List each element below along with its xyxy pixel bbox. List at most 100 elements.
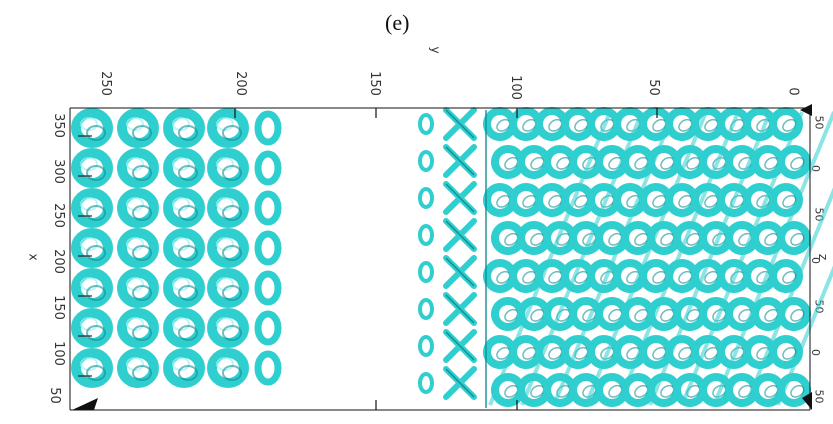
vortex-ring [621, 297, 655, 331]
vortex-ring [418, 372, 434, 394]
vortex-ring [254, 230, 282, 266]
vortex-shadow [86, 205, 106, 221]
diagonal-tube [488, 111, 612, 406]
diagonal-tube [776, 265, 833, 406]
vortex-shadow [178, 205, 198, 221]
vortex-ring [587, 335, 621, 369]
vortex-shadow [132, 325, 152, 341]
vortex-shadow [782, 118, 797, 132]
vortex-shadow [634, 156, 649, 170]
vortex-shadow [504, 232, 519, 246]
vortex-cross-shadow [445, 368, 475, 398]
vortex-shadow [132, 205, 152, 221]
vortex-shadow [678, 270, 693, 284]
vortex-ring [418, 335, 434, 357]
vortex-ring [751, 221, 785, 255]
vortex-ring [569, 144, 603, 179]
vortex-ring [717, 335, 751, 369]
vortex-ring [639, 335, 673, 369]
vortex-ring [587, 259, 621, 293]
vortex-ring [254, 350, 282, 386]
vortex-ring [483, 259, 517, 293]
vortex-ring [117, 188, 159, 228]
vortex-shadow [178, 245, 198, 261]
vortex-cross-shadow [445, 331, 475, 361]
vortex-shadow [178, 365, 198, 381]
vortex-ring [418, 261, 434, 283]
vortex-ring [509, 259, 543, 293]
vortex-ring [163, 308, 205, 348]
vortex-ring [71, 268, 113, 308]
vortex-shadow [660, 156, 675, 170]
middle-vortex-column [418, 107, 477, 400]
vortex-ring [207, 108, 249, 148]
vortex-ring [699, 221, 733, 255]
vortex-ring [673, 145, 707, 179]
vortex-ring [561, 182, 595, 217]
vortex-cross-shadow [445, 257, 475, 287]
vortex-shadow [132, 245, 152, 261]
vortex-ring [71, 188, 113, 228]
vortex-shadow [556, 156, 571, 170]
vortex-shadow [222, 325, 242, 341]
vortex-shadow [222, 245, 242, 261]
vortex-shadow [652, 194, 667, 208]
vortex-shadow [178, 285, 198, 301]
right-vortex-lattice [483, 107, 833, 408]
vortex-shadow [222, 125, 242, 141]
vortex-ring [509, 182, 543, 217]
vortex-shadow [496, 270, 511, 284]
vortex-ring [587, 107, 621, 141]
vortex-ring [71, 308, 113, 348]
vortex-ring [543, 373, 577, 407]
diagonal-tube [648, 111, 772, 406]
vortex-shadow [678, 194, 693, 208]
vortex-ring [418, 113, 434, 135]
vortex-shadow [504, 156, 519, 170]
vortex-shadow [530, 308, 545, 322]
vortex-ring [509, 107, 543, 141]
vortex-ring [117, 348, 159, 388]
vortex-shadow [686, 232, 701, 246]
diagonal-tube [616, 111, 740, 406]
vortex-ring [163, 348, 205, 388]
vortex-shadow [86, 285, 106, 301]
vortex-ring [483, 183, 517, 218]
vortex-ring [71, 148, 113, 188]
vortex-ring [207, 348, 249, 388]
vortex-shadow [86, 245, 106, 261]
vortex-shadow [704, 194, 719, 208]
vortex-shadow [660, 308, 675, 322]
left-vortex-lattice [71, 108, 282, 388]
vortex-shadow [522, 194, 537, 208]
vortex-ring [71, 108, 113, 148]
vortex-shadow [764, 308, 779, 322]
vortex-shadow [790, 384, 805, 398]
vortex-shadow [582, 308, 597, 322]
vortex-shadow [704, 118, 719, 132]
vortex-shadow [222, 285, 242, 301]
vortex-shadow [634, 308, 649, 322]
vortex-shadow [712, 232, 727, 246]
vortex-shadow [530, 156, 545, 170]
vortex-ring [491, 221, 525, 255]
vortex-ring [418, 224, 434, 246]
vortex-ring [207, 228, 249, 268]
vortex-ring [691, 335, 725, 369]
vortex-shadow [548, 346, 563, 360]
vortex-ring [254, 110, 282, 146]
vortex-ring [751, 297, 785, 331]
vortex-shadow [704, 270, 719, 284]
vortex-cross-shadow [445, 294, 475, 324]
vortex-shadow [222, 365, 242, 381]
vortex-ring [117, 148, 159, 188]
vortex-ring [621, 145, 655, 180]
vortex-ring [418, 298, 434, 320]
vortex-ring [561, 335, 595, 369]
vortex-cross-shadow [445, 109, 475, 139]
vortex-ring [517, 144, 551, 179]
vortex-shadow [222, 205, 242, 221]
vortex-shadow [574, 194, 589, 208]
vortex-ring [254, 190, 282, 226]
vortex-ring [71, 228, 113, 268]
